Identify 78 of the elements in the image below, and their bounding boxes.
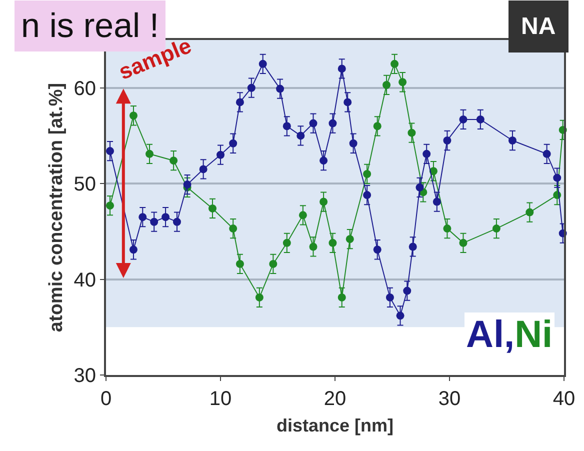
point	[146, 150, 154, 158]
point	[349, 139, 358, 148]
point	[328, 238, 337, 247]
point	[338, 64, 346, 73]
point	[432, 198, 441, 206]
point	[282, 122, 291, 130]
point	[408, 128, 416, 137]
point	[183, 180, 192, 189]
point	[443, 224, 452, 233]
point	[542, 150, 551, 158]
point	[526, 208, 534, 216]
point	[508, 136, 516, 144]
point	[208, 204, 216, 212]
point	[363, 191, 372, 200]
point	[403, 286, 412, 295]
point	[320, 198, 328, 206]
point	[138, 213, 147, 222]
x-tick-label: 40	[552, 388, 576, 410]
y-axis-title: atomic concentration [at.%]	[46, 82, 68, 332]
point	[398, 78, 407, 86]
point	[229, 224, 238, 233]
point	[236, 260, 244, 268]
text: Ni	[514, 314, 553, 356]
x-axis-title: distance [nm]	[276, 416, 394, 436]
point	[129, 246, 138, 254]
point	[363, 170, 372, 178]
point	[396, 312, 404, 320]
point	[346, 235, 354, 244]
point	[269, 260, 278, 268]
point	[373, 246, 382, 254]
series-label: Al,	[466, 314, 515, 356]
chart-title: n is real !	[21, 7, 159, 45]
point	[276, 84, 284, 93]
point	[309, 119, 318, 128]
point	[408, 242, 417, 251]
point	[373, 122, 382, 130]
point	[106, 202, 114, 210]
y-tick-label: 50	[74, 174, 96, 196]
y-tick-label: 30	[74, 365, 96, 387]
point	[129, 112, 138, 120]
annotation: NA	[521, 13, 556, 40]
point	[258, 60, 267, 68]
point	[422, 150, 431, 158]
point	[172, 218, 181, 226]
point	[338, 293, 346, 302]
x-tick-label: 30	[438, 388, 461, 410]
point	[459, 238, 468, 247]
point	[344, 98, 352, 106]
y-tick-label: 60	[74, 78, 96, 100]
point	[162, 213, 170, 222]
point	[298, 211, 307, 220]
x-tick-label: 0	[100, 388, 112, 410]
y-tick-label: 40	[74, 269, 96, 292]
x-tick-label: 10	[209, 388, 232, 410]
point	[236, 98, 244, 106]
point	[255, 293, 264, 302]
point	[247, 84, 256, 92]
x-tick-label: 20	[324, 388, 346, 410]
point	[296, 132, 305, 140]
point	[282, 238, 291, 247]
point	[320, 156, 328, 165]
point	[150, 218, 158, 226]
point	[553, 174, 562, 182]
point	[328, 119, 337, 128]
point	[229, 139, 238, 148]
point	[459, 115, 468, 124]
point	[390, 60, 399, 68]
point	[199, 165, 208, 174]
point	[476, 115, 484, 124]
point	[216, 150, 224, 159]
point	[386, 293, 394, 302]
point	[106, 147, 114, 156]
point	[382, 80, 391, 89]
point	[416, 183, 424, 192]
point	[492, 224, 500, 233]
point	[309, 242, 318, 251]
point	[170, 156, 178, 165]
point	[443, 136, 452, 144]
